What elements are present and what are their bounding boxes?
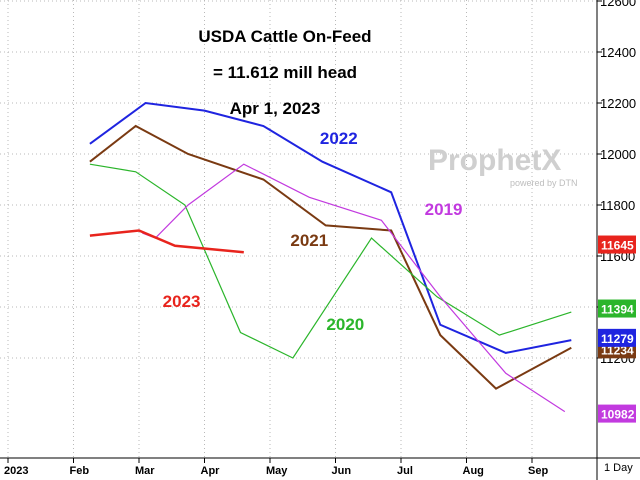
watermark-sub: powered by DTN [510,178,578,188]
badge-label-2023: 11645 [601,239,634,253]
annotation-2020: 2020 [326,315,364,334]
x-tick-label: 2023 [4,465,28,477]
series-line-2021 [89,124,572,390]
x-tick-label: May [266,465,288,477]
y-tick-label: 12200 [600,96,636,111]
badge-label-2022: 11279 [601,332,634,346]
x-tick-label: Apr [201,465,221,477]
title-line-2: = 11.612 mill head [213,63,357,82]
series-lines [89,101,572,413]
x-tick-label: Jul [397,465,413,477]
title-line-3: Apr 1, 2023 [230,99,321,118]
x-axis-ticks: 2023 Feb Mar Apr May Jun Jul Aug Sep [4,458,548,477]
x-tick-label: Mar [135,465,155,477]
x-tick-label: Sep [528,465,548,477]
annotation-2023: 2023 [163,292,201,311]
badge-2022 [598,328,636,347]
annotation-2019: 2019 [425,200,463,219]
badge-2019 [598,404,636,423]
badge-label-2020: 11394 [601,303,634,317]
x-tick-label: Aug [463,465,484,477]
y-tick-label: 12000 [600,147,636,162]
grid-lines [0,0,597,458]
annotation-2022: 2022 [320,129,358,148]
y-tick-label: 12600 [600,0,636,9]
plot-background [0,0,597,458]
y-tick-label: 11800 [600,198,635,213]
series-line-2023 [89,229,244,254]
prophetx-watermark: ProphetX powered by DTN [428,144,578,188]
y-tick-label: 12400 [600,45,636,60]
series-line-2020 [89,163,572,359]
annotation-2021: 2021 [290,231,328,250]
badge-2023 [598,235,636,254]
x-tick-label: Feb [70,465,90,477]
series-line-2019 [142,163,566,413]
x-tick-label: Jun [332,465,352,477]
series-annotations: 2022 2021 2020 2019 2023 [163,129,463,334]
timeframe-label[interactable]: 1 Day [604,462,633,474]
series-line-2022 [89,101,572,354]
watermark-main: ProphetX [428,144,561,177]
title-line-1: USDA Cattle On-Feed [198,27,371,46]
chart-title: USDA Cattle On-Feed = 11.612 mill head A… [198,27,371,118]
badge-label-2019: 10982 [601,408,635,422]
badge-2020 [598,299,636,318]
